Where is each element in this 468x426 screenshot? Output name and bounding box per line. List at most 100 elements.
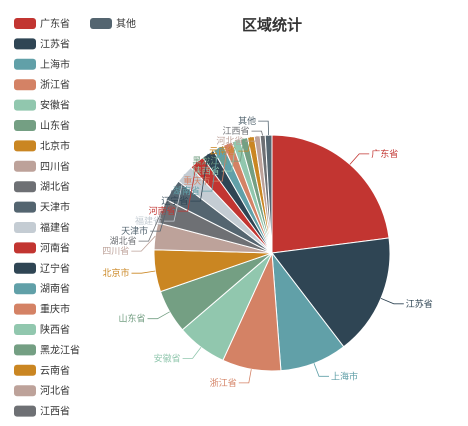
legend-item[interactable]: 陕西省: [14, 323, 70, 336]
label-leader-line: [147, 311, 170, 320]
slice-label: 湖北省: [110, 235, 137, 247]
label-leader-line: [238, 369, 252, 384]
slice-label: 河北省: [216, 135, 243, 147]
slice-label: 广东省: [371, 148, 398, 160]
legend-swatch: [14, 242, 36, 254]
legend-label: 上海市: [40, 58, 70, 71]
label-leader-line: [230, 138, 245, 162]
pie-slices: [153, 134, 391, 372]
label-leader-line: [201, 147, 219, 192]
label-leader-line: [349, 153, 370, 165]
legend-item[interactable]: 云南省: [14, 364, 70, 377]
slice-label: 上海市: [331, 370, 358, 382]
legend-item[interactable]: 天津市: [14, 201, 70, 214]
legend-label: 江西省: [40, 405, 70, 418]
legend-item[interactable]: 山东省: [14, 119, 70, 132]
slice-label: 江西省: [222, 125, 249, 137]
slice-label: 云南省: [209, 145, 236, 157]
legend-label: 北京市: [40, 139, 70, 152]
legend: 广东省江苏省上海市浙江省安徽省山东省北京市四川省湖北省天津市福建省河南省辽宁省湖…: [14, 17, 136, 418]
legend-item[interactable]: 江苏省: [14, 37, 70, 50]
legend-label: 山东省: [40, 119, 70, 132]
legend-label: 云南省: [40, 364, 70, 377]
legend-item[interactable]: 湖北省: [14, 180, 70, 193]
label-leader-line: [212, 143, 228, 182]
pie-slice[interactable]: [271, 134, 390, 254]
legend-swatch: [14, 262, 36, 274]
legend-label: 重庆市: [40, 303, 70, 316]
legend-swatch: [14, 79, 36, 91]
legend-label: 河北省: [40, 384, 70, 397]
slice-label: 山东省: [118, 313, 145, 325]
label-leader-line: [150, 190, 173, 232]
legend-label: 浙江省: [40, 78, 70, 91]
legend-item[interactable]: 福建省: [14, 221, 70, 234]
slice-label: 北京市: [102, 267, 129, 279]
slice-label: 黑龙江省: [192, 155, 228, 167]
legend-label: 广东省: [40, 17, 70, 30]
legend-swatch: [14, 58, 36, 70]
legend-item[interactable]: 重庆市: [14, 303, 70, 316]
label-leader-line: [380, 298, 404, 305]
legend-label: 湖南省: [40, 282, 70, 295]
label-leader-line: [251, 130, 263, 136]
label-leader-line: [245, 135, 258, 142]
legend-swatch: [14, 344, 36, 356]
legend-item[interactable]: 安徽省: [14, 99, 70, 112]
label-leader-line: [131, 270, 156, 274]
slice-label: 陕西省: [193, 165, 220, 177]
legend-item[interactable]: 河北省: [14, 384, 70, 397]
legend-swatch: [14, 181, 36, 193]
legend-swatch: [14, 283, 36, 295]
chart-title: 区域统计: [242, 16, 302, 34]
pie-slice[interactable]: [264, 134, 273, 254]
slice-label: 湖南省: [173, 185, 200, 197]
legend-item[interactable]: 河南省: [14, 241, 70, 254]
legend-label: 其他: [116, 17, 136, 30]
legend-item[interactable]: 上海市: [14, 58, 70, 71]
legend-swatch: [14, 160, 36, 172]
slice-label: 天津市: [121, 225, 148, 237]
legend-label: 湖北省: [40, 180, 70, 193]
legend-item[interactable]: 四川省: [14, 160, 70, 173]
legend-label: 陕西省: [40, 323, 70, 336]
label-leader-line: [138, 211, 163, 242]
slice-label: 安徽省: [154, 352, 181, 364]
label-leader-line: [182, 346, 202, 359]
legend-item[interactable]: 北京市: [14, 139, 70, 152]
legend-swatch: [90, 18, 112, 29]
slice-label: 河南省: [149, 205, 176, 217]
slice-label: 福建省: [135, 215, 162, 227]
slice-label: 重庆市: [183, 175, 210, 187]
slice-label: 江苏省: [406, 298, 433, 310]
legend-swatch: [14, 385, 36, 397]
legend-swatch: [14, 140, 36, 152]
label-leader-line: [190, 153, 209, 202]
label-leader-line: [313, 363, 329, 377]
legend-swatch: [14, 38, 36, 50]
label-leader-line: [221, 140, 237, 172]
legend-label: 黑龙江省: [40, 343, 80, 356]
legend-label: 河南省: [40, 241, 70, 254]
legend-item[interactable]: 浙江省: [14, 78, 70, 91]
legend-label: 四川省: [40, 160, 70, 173]
slice-label: 其他: [238, 115, 256, 127]
label-leader-line: [258, 120, 269, 136]
legend-item[interactable]: 广东省: [14, 17, 70, 30]
legend-swatch: [14, 120, 36, 131]
legend-swatch: [14, 222, 36, 233]
legend-item[interactable]: 辽宁省: [14, 262, 70, 275]
legend-label: 福建省: [40, 221, 70, 234]
legend-swatch: [14, 364, 36, 376]
slice-label: 辽宁省: [161, 195, 188, 207]
legend-label: 安徽省: [40, 99, 70, 112]
legend-item[interactable]: 江西省: [14, 405, 70, 418]
legend-item[interactable]: 湖南省: [14, 282, 70, 295]
legend-swatch: [14, 405, 36, 417]
legend-swatch: [14, 303, 36, 315]
legend-item[interactable]: 其他: [90, 17, 136, 30]
legend-item[interactable]: 黑龙江省: [14, 343, 80, 356]
legend-swatch: [14, 99, 36, 111]
legend-swatch: [14, 324, 36, 335]
